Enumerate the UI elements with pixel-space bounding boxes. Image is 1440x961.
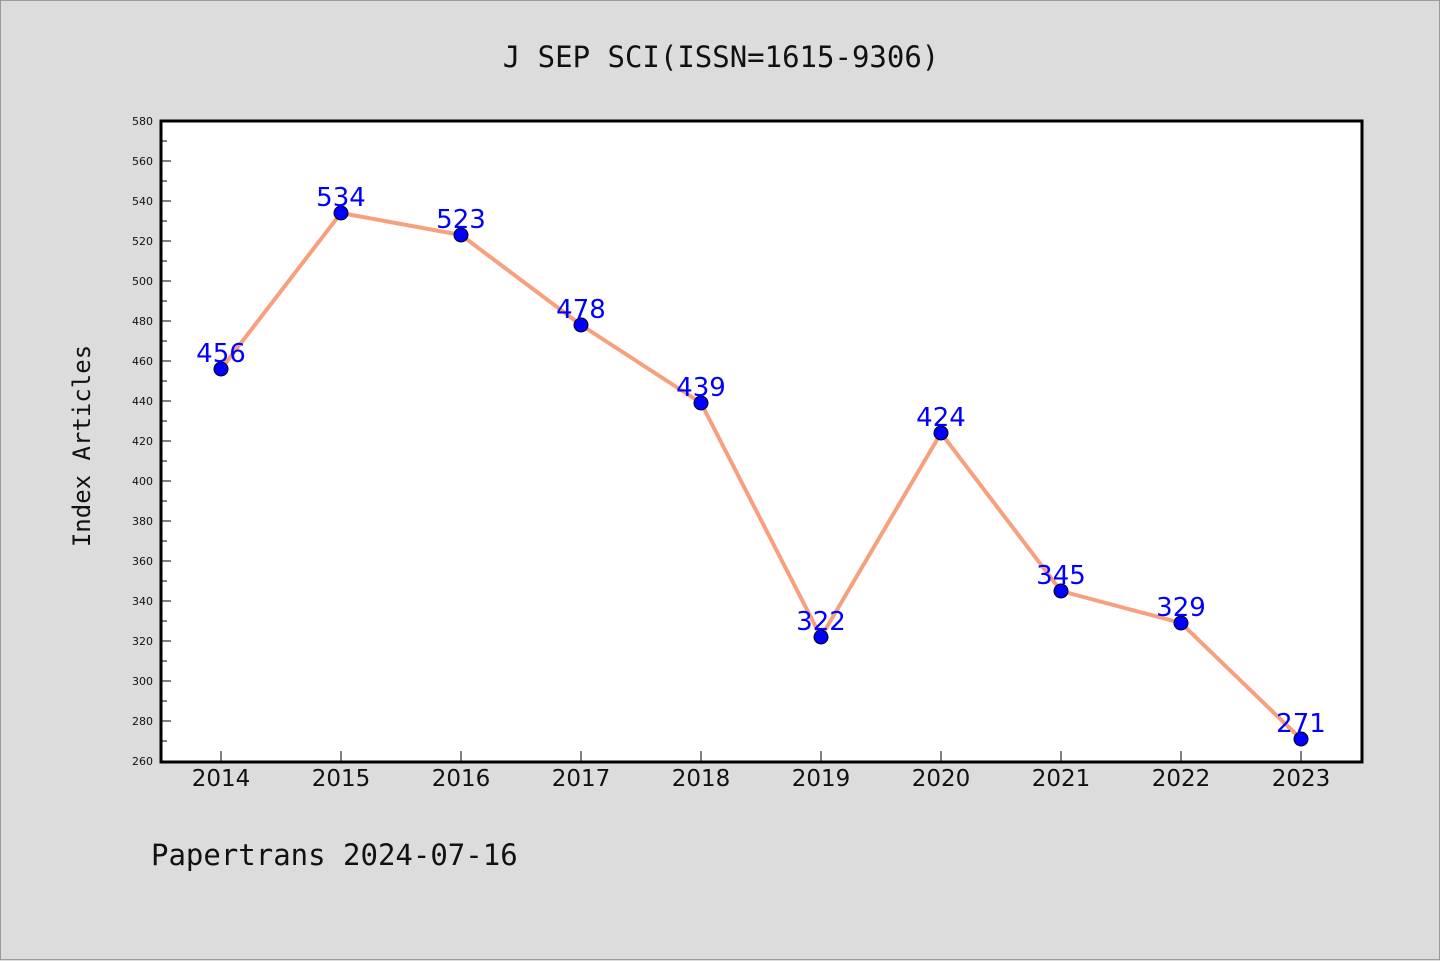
y-tick-label: 280 [132,715,153,728]
data-point [1293,731,1309,747]
y-tick-label: 480 [132,315,153,328]
plot-area [161,121,1362,762]
data-point [213,361,229,377]
x-axis: 2014 2015 2016 2017 2018 2019 2020 2021 2022 2023 [192,751,1331,792]
y-tick-label: 320 [132,635,153,648]
y-tick-label: 400 [132,475,153,488]
data-point [573,317,589,333]
data-label: 424 [916,403,966,433]
y-tick-label: 580 [132,115,153,128]
x-tick-label: 2023 [1272,766,1331,792]
y-tick-label: 260 [132,755,153,768]
data-label: 345 [1036,561,1086,591]
x-tick-label: 2017 [552,766,611,792]
x-tick-label: 2020 [912,766,971,792]
y-tick-label: 460 [132,355,153,368]
data-point [693,395,709,411]
data-label: 271 [1276,709,1326,739]
data-label: 478 [556,295,606,325]
data-label: 439 [676,373,726,403]
data-label: 523 [436,205,486,235]
y-tick-label: 360 [132,555,153,568]
x-tick-label: 2022 [1152,766,1211,792]
series-line [219,211,1303,741]
x-tick-label: 2021 [1032,766,1091,792]
chart-title: J SEP SCI(ISSN=1615-9306) [503,40,940,74]
y-tick-label: 300 [132,675,153,688]
y-tick-label: 560 [132,155,153,168]
data-point [453,227,469,243]
data-label: 456 [196,339,246,369]
x-tick-label: 2019 [792,766,851,792]
y-axis: 260 280 300 320 340 360 380 400 420 440 460 480 500 5… [132,115,171,768]
data-label: 322 [796,607,846,637]
y-tick-label: 520 [132,235,153,248]
data-point [1053,583,1069,599]
y-axis-label: Index Articles [68,345,96,547]
data-label: 534 [316,183,366,213]
data-point [813,629,829,645]
data-label: 329 [1156,593,1206,623]
y-tick-label: 340 [132,595,153,608]
x-tick-label: 2015 [312,766,371,792]
series-group: 456 534 523 478 439 322 424 345 329 271 [196,183,1326,747]
y-tick-label: 540 [132,195,153,208]
y-tick-label: 380 [132,515,153,528]
data-point [333,205,349,221]
x-tick-label: 2014 [192,766,251,792]
y-tick-label: 500 [132,275,153,288]
x-tick-label: 2016 [432,766,491,792]
y-tick-label: 420 [132,435,153,448]
footer-text: Papertrans 2024-07-16 [151,838,518,872]
data-point [1173,615,1189,631]
x-tick-label: 2018 [672,766,731,792]
y-tick-label: 440 [132,395,153,408]
plot-border [159,119,1364,764]
data-point [933,425,949,441]
